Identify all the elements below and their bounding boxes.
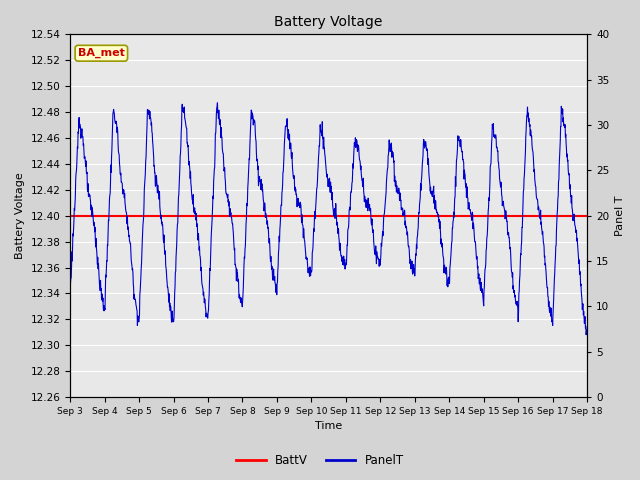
Y-axis label: Battery Voltage: Battery Voltage xyxy=(15,172,25,259)
Text: BA_met: BA_met xyxy=(78,48,125,59)
X-axis label: Time: Time xyxy=(315,421,342,432)
Title: Battery Voltage: Battery Voltage xyxy=(275,15,383,29)
Y-axis label: Panel T: Panel T xyxy=(615,195,625,236)
Legend: BattV, PanelT: BattV, PanelT xyxy=(232,449,408,472)
